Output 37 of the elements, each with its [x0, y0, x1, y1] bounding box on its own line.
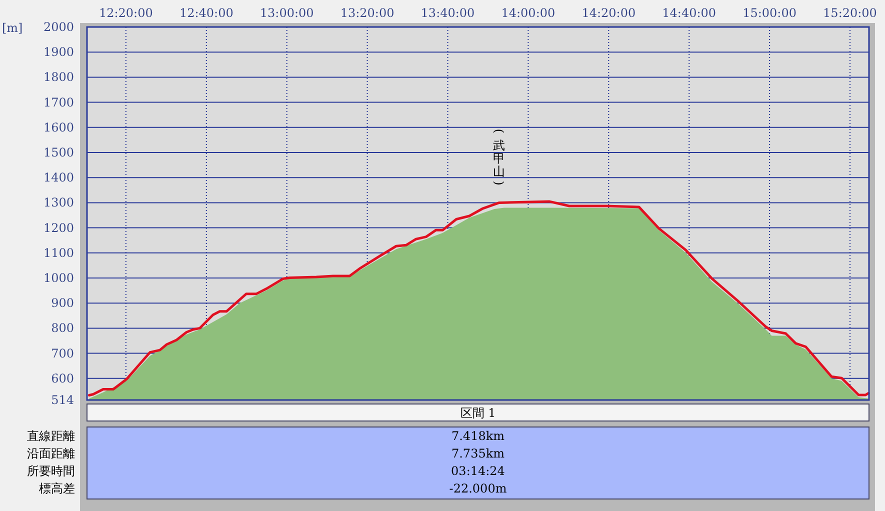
- y-tick-label: 1300: [43, 196, 74, 210]
- y-tick-label: 2000: [43, 20, 74, 34]
- text: 7.418km: [451, 429, 506, 443]
- x-tick-label: 13:20:00: [340, 6, 394, 20]
- text: -22.000m: [449, 482, 508, 496]
- y-tick-label: 1000: [43, 271, 74, 286]
- text: 直線距離: [27, 429, 75, 443]
- y-tick-label: 800: [51, 321, 74, 336]
- x-tick-label: 13:40:00: [420, 6, 475, 20]
- text: 区間 1: [460, 406, 496, 420]
- y-tick-label: 1600: [43, 120, 74, 134]
- x-tick-label: 15:20:00: [823, 6, 877, 20]
- x-tick-label: 12:40:00: [179, 6, 234, 20]
- y-axis-title: [m]: [2, 21, 23, 35]
- x-tick-label: 13:00:00: [260, 6, 314, 20]
- text: 沿面距離: [27, 446, 75, 460]
- x-tick-label: 14:40:00: [662, 6, 716, 20]
- y-tick-label: 1900: [43, 45, 74, 60]
- text: 所要時間: [27, 464, 75, 478]
- text: 7.735km: [451, 446, 506, 460]
- x-tick-label: 12:20:00: [98, 6, 153, 20]
- y-tick-label: 1800: [43, 70, 74, 84]
- y-tick-label: 1200: [43, 220, 74, 235]
- y-tick-label: 1400: [43, 170, 74, 185]
- y-tick-label: 600: [51, 371, 74, 386]
- text: 標高差: [39, 482, 75, 496]
- y-tick-label: 700: [51, 346, 74, 360]
- x-tick-label: 14:00:00: [501, 6, 556, 20]
- y-tick-label: 900: [51, 296, 74, 310]
- y-tick-label: 1500: [43, 146, 74, 160]
- y-tick-label: 1100: [43, 246, 74, 260]
- x-tick-label: 14:20:00: [582, 6, 636, 20]
- y-tick-label: 514: [51, 393, 74, 407]
- annotation: (武甲山): [492, 128, 506, 186]
- x-tick-label: 15:00:00: [742, 6, 797, 20]
- text: 03:14:24: [451, 464, 506, 478]
- y-tick-label: 1700: [43, 95, 74, 110]
